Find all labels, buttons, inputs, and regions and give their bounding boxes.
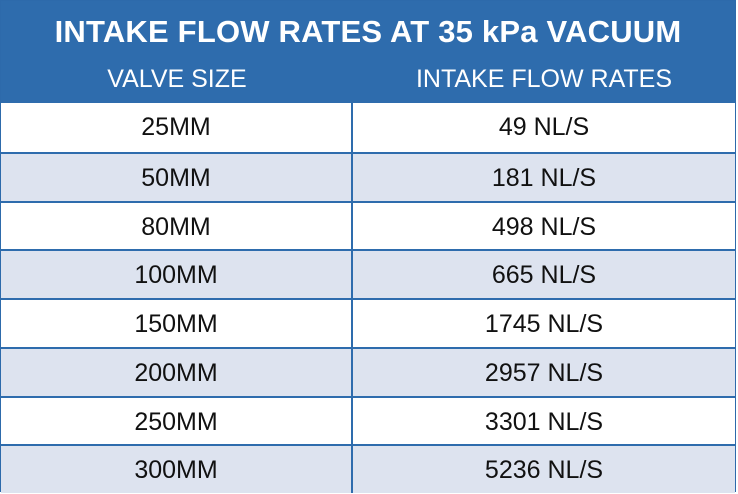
table-row: 25MM 49 NL/S xyxy=(1,103,735,152)
flow-rate-cell: 498 NL/S xyxy=(491,212,597,241)
valve-size-cell: 80MM xyxy=(1,202,353,250)
valve-size-cell: 100MM xyxy=(1,251,353,298)
table-row: 50MM 181 NL/S xyxy=(1,151,735,201)
table-row: 150MM 1745 NL/S xyxy=(1,298,735,347)
table-row: 200MM 2957 NL/S xyxy=(1,346,735,396)
valve-size-cell: 50MM xyxy=(1,153,353,201)
table-row: 300MM 5236 NL/S xyxy=(1,444,735,493)
flow-rate-cell: 1745 NL/S xyxy=(484,310,604,338)
flow-rate-cell: 2957 NL/S xyxy=(484,358,604,387)
flow-rate-cell: 665 NL/S xyxy=(491,261,597,290)
valve-size-cell: 200MM xyxy=(1,348,353,396)
table-row: 100MM 665 NL/S xyxy=(1,249,735,298)
column-headers: VALVE SIZE INTAKE FLOW RATES xyxy=(1,59,735,103)
flow-rate-cell: 181 NL/S xyxy=(491,163,597,192)
valve-size-cell: 25MM xyxy=(1,103,353,152)
flow-rate-cell: 49 NL/S xyxy=(498,113,590,141)
table-row: 250MM 3301 NL/S xyxy=(1,395,735,445)
valve-size-cell: 300MM xyxy=(1,446,353,493)
valve-size-cell: 250MM xyxy=(1,397,353,445)
valve-size-cell: 150MM xyxy=(1,300,353,347)
column-header-valve-size: VALVE SIZE xyxy=(107,65,247,93)
table-body: 25MM 49 NL/S 50MM 181 NL/S 80MM 498 NL/S… xyxy=(1,103,735,493)
table-header: INTAKE FLOW RATES AT 35 kPa VACUUM VALVE… xyxy=(1,1,735,103)
table-title: INTAKE FLOW RATES AT 35 kPa VACUUM xyxy=(54,14,682,49)
column-header-intake-flow-rates: INTAKE FLOW RATES xyxy=(415,65,673,93)
table-row: 80MM 498 NL/S xyxy=(1,200,735,250)
flow-rate-cell: 3301 NL/S xyxy=(484,407,604,436)
flow-rate-cell: 5236 NL/S xyxy=(484,456,604,485)
